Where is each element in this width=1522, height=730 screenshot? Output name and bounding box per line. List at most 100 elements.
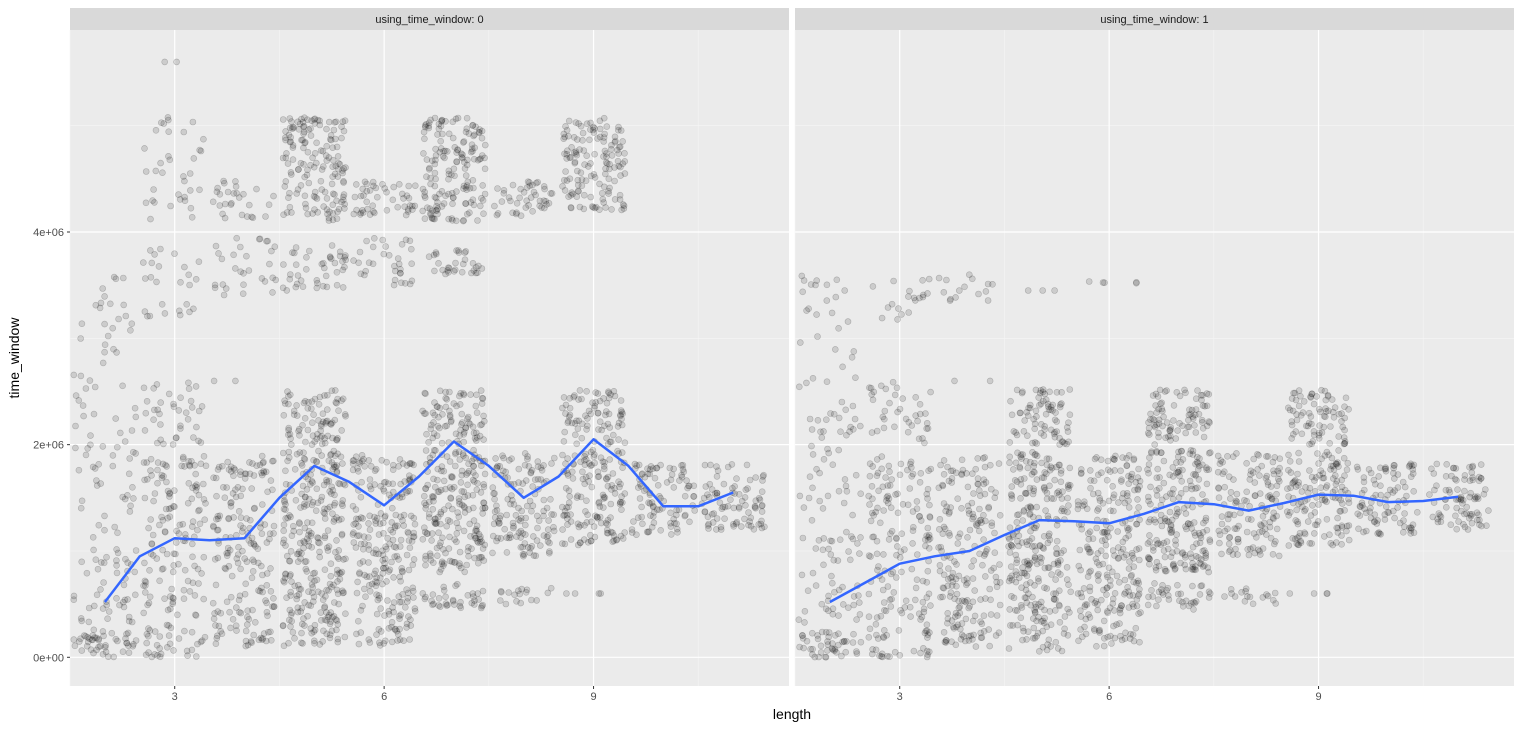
data-point [835, 487, 843, 495]
data-point [1271, 454, 1279, 461]
data-point [451, 144, 459, 151]
data-point [219, 281, 227, 288]
data-point [444, 516, 452, 524]
data-point [491, 202, 498, 210]
data-point [462, 128, 470, 136]
data-point [462, 248, 470, 255]
data-point [1104, 466, 1112, 474]
data-point [211, 284, 219, 292]
data-point [162, 461, 169, 469]
data-point [287, 513, 294, 521]
data-point [309, 583, 317, 591]
data-point [195, 507, 202, 515]
data-point [1039, 287, 1046, 294]
data-point [282, 506, 289, 514]
data-point [1237, 509, 1244, 517]
data-point [480, 481, 488, 488]
data-point [340, 191, 348, 198]
data-point [1102, 541, 1110, 549]
data-point [727, 496, 734, 504]
data-point [109, 324, 116, 332]
data-point [1006, 453, 1014, 461]
data-point [471, 534, 479, 542]
data-point [287, 623, 294, 630]
data-point [559, 183, 566, 190]
data-point [407, 512, 415, 520]
data-point [433, 519, 440, 527]
data-point [988, 519, 996, 527]
data-point [615, 436, 622, 443]
data-point [457, 598, 464, 606]
data-point [101, 643, 109, 651]
data-point [969, 617, 977, 625]
data-point [262, 213, 269, 220]
data-point [1263, 531, 1270, 538]
data-point [317, 497, 325, 504]
data-point [242, 580, 249, 588]
data-point [1170, 417, 1177, 424]
data-point [423, 156, 431, 163]
data-point [293, 592, 301, 600]
data-point [1109, 482, 1116, 490]
data-point [1455, 518, 1462, 525]
data-point [141, 494, 149, 502]
data-point [1007, 397, 1014, 405]
data-point [342, 252, 349, 259]
data-point [126, 455, 133, 462]
data-point [225, 466, 233, 473]
data-point [1330, 475, 1337, 482]
data-point [157, 399, 164, 406]
data-point [1022, 457, 1030, 465]
data-point [233, 531, 240, 539]
data-point [905, 293, 912, 300]
data-point [293, 412, 301, 419]
data-point [1077, 566, 1084, 574]
data-point [809, 374, 817, 382]
data-point [454, 509, 462, 516]
data-point [394, 255, 402, 262]
data-point [1205, 568, 1212, 576]
data-point [390, 183, 398, 191]
data-point [458, 420, 465, 428]
data-point [381, 513, 389, 521]
data-point [747, 522, 755, 530]
data-point [174, 611, 181, 619]
data-point [1033, 476, 1041, 483]
data-point [164, 514, 171, 522]
data-point [160, 120, 168, 127]
data-point [237, 565, 244, 573]
data-point [475, 530, 483, 538]
data-point [1311, 487, 1319, 495]
data-point [1010, 428, 1018, 435]
data-point [1030, 487, 1038, 495]
data-point [1335, 447, 1342, 454]
data-point [465, 460, 472, 468]
data-point [1243, 459, 1250, 467]
data-point [808, 516, 816, 524]
data-point [472, 527, 479, 535]
data-point [240, 190, 247, 198]
data-point [1273, 525, 1281, 533]
data-point [430, 493, 437, 500]
data-point [315, 417, 322, 424]
data-point [388, 519, 396, 526]
data-point [210, 615, 218, 623]
data-point [312, 507, 320, 515]
data-point [314, 539, 322, 546]
data-point [422, 485, 430, 492]
data-point [953, 590, 961, 598]
data-point [462, 200, 469, 207]
data-point [476, 432, 484, 440]
data-point [1136, 638, 1143, 646]
data-point [925, 275, 933, 283]
data-point [310, 116, 318, 123]
data-point [462, 200, 470, 207]
data-point [175, 191, 182, 198]
data-point [1133, 546, 1140, 553]
data-point [1169, 495, 1177, 503]
data-point [338, 134, 345, 142]
data-point [617, 127, 625, 134]
data-point [243, 213, 251, 220]
data-point [476, 538, 484, 546]
data-point [1127, 573, 1135, 580]
